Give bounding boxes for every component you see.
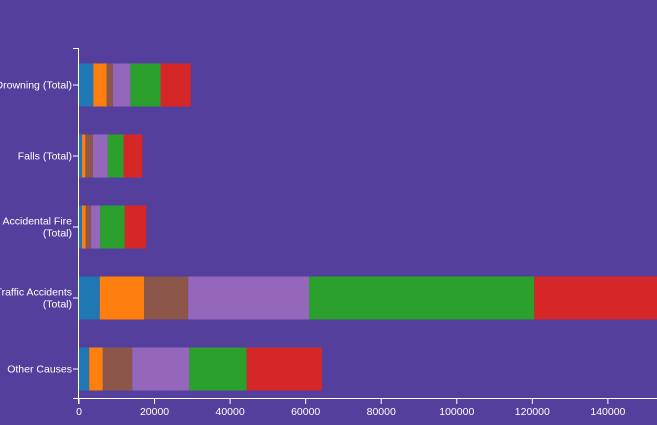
y-tick-label-line: (Total) [43,299,72,311]
y-tick-label-line: Falls (Total) [18,151,72,163]
x-tick-label: 100000 [439,406,474,418]
y-tick-label: Falls (Total) [18,151,72,163]
bar-segment-5-3 [102,347,133,391]
bar-segment-5-4 [132,347,190,391]
y-tick-label-line: (Total) [43,228,72,240]
bar-segment-4-3 [143,276,189,320]
bar-segment-2-5 [107,134,124,178]
bar-segment-3-6 [124,205,147,249]
bar-segment-1-3 [106,63,113,107]
x-tick-label: 20000 [140,406,169,418]
plot-area [79,63,657,391]
bar-segment-1-5 [130,63,161,107]
y-tick-label-line: Traffic Accidents [0,287,72,299]
y-axis-line [73,48,79,399]
bar-segment-1-2 [93,63,107,107]
bar-segment-5-1 [79,347,90,391]
bar-segment-2-3 [85,134,93,178]
y-tick-label: Drowning (Total) [0,80,72,92]
bar-segment-5-2 [89,347,103,391]
bar-segment-1-6 [160,63,191,107]
bar-segment-1-4 [113,63,131,107]
bar-segment-4-1 [79,276,100,320]
bar-segment-5-6 [246,347,322,391]
x-tick-label: 140000 [590,406,625,418]
bar-segment-3-2 [82,205,86,249]
bar-segment-2-2 [82,134,86,178]
bar-segment-1-1 [79,63,94,107]
bar-segment-3-5 [100,205,125,249]
x-tick-label: 0 [76,406,82,418]
bar-segment-4-5 [309,276,535,320]
x-tick-label: 40000 [216,406,245,418]
bar-segment-2-6 [123,134,143,178]
y-tick-label-line: Accidental Fire [3,216,73,228]
y-tick-label: Accidental Fire (Total) [3,216,73,240]
bar-segment-3-4 [91,205,101,249]
bar-segment-3-3 [85,205,92,249]
y-tick-label-line: Drowning (Total) [0,80,72,92]
x-tick-label: 120000 [515,406,550,418]
y-tick-label-line: Other Causes [7,364,72,376]
x-axis: 0 20000 40000 60000 80000 100000 120000 140000 [76,398,657,418]
y-axis: Drowning (Total) Falls (Total) Accidental … [0,48,79,399]
y-tick-label: Other Causes [7,364,72,376]
bar-segment-3-1 [79,205,83,249]
bar-segment-5-5 [189,347,247,391]
bar-segment-2-4 [92,134,108,178]
bar-segment-4-2 [99,276,144,320]
x-axis-line [78,398,657,404]
bar-segment-2-1 [79,134,83,178]
x-tick-label: 80000 [367,406,396,418]
x-tick-label: 60000 [291,406,320,418]
bar-segment-4-4 [188,276,310,320]
y-tick-label: Traffic Accidents (Total) [0,287,72,311]
bar-segment-4-6 [534,276,657,320]
